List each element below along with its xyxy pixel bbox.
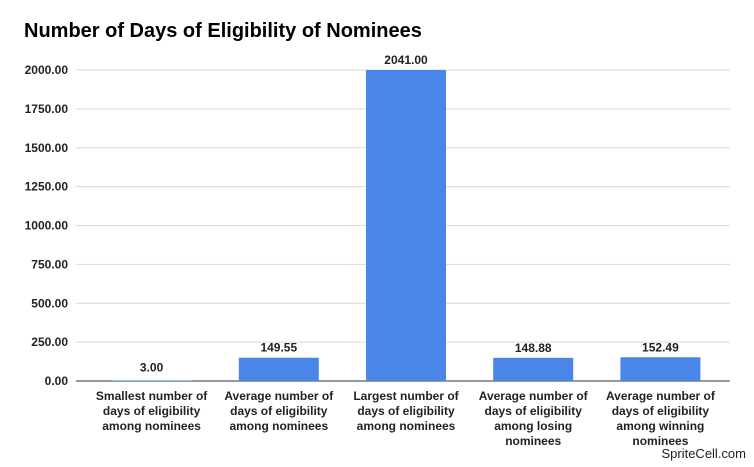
y-tick-label: 2000.00 [25,63,69,77]
y-tick-label: 0.00 [45,374,69,388]
data-labels: 3.00 149.55 2041.00 148.88 152.49 [140,53,679,375]
y-tick-label: 1500.00 [25,141,69,155]
y-tick-label: 250.00 [31,335,68,349]
data-label: 2041.00 [384,53,428,67]
watermark: SpriteCell.com [661,446,746,461]
bar [111,380,192,382]
y-tick-label: 1750.00 [25,102,69,116]
x-category-label: Largest number of days of eligibility amon… [353,389,459,433]
data-label: 149.55 [260,341,297,355]
y-tick-label: 1250.00 [25,180,69,194]
bar [366,70,446,381]
y-tick-label: 750.00 [31,257,68,271]
y-axis-ticks: 0.00 250.00 500.00 750.00 1000.00 1250.00 1500… [25,63,69,388]
bar [493,357,574,381]
bar [238,357,319,381]
data-label: 152.49 [642,340,679,354]
y-tick-label: 500.00 [31,296,68,310]
bar [620,357,701,381]
x-category-label: Average number of days of eligibility amon… [606,389,716,448]
x-axis-categories: Smallest number of days of eligibility amo… [96,389,716,448]
x-category-label: Smallest number of days of eligibility amo… [96,389,208,433]
x-category-label: Average number of days of eligibility amon… [479,389,589,448]
bars [111,70,701,382]
chart-title: Number of Days of Eligibility of Nominee… [24,20,422,42]
y-tick-label: 1000.00 [25,219,69,233]
data-label: 148.88 [515,341,552,355]
x-category-label: Average number of days of eligibility amon… [224,389,334,433]
data-label: 3.00 [140,361,164,375]
